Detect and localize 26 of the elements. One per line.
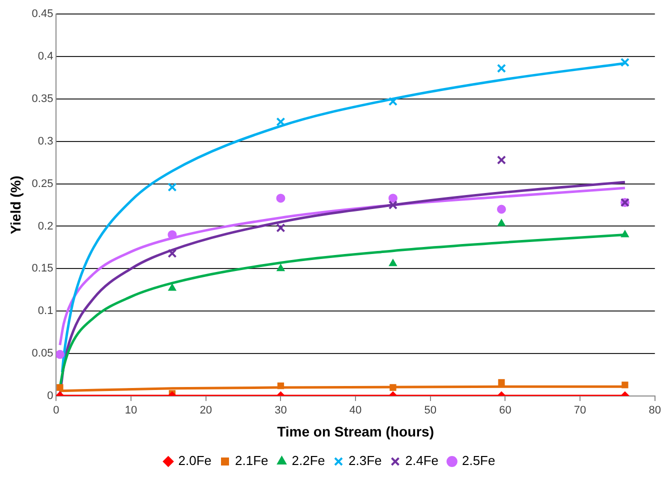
x-tick-label: 30 [274,404,287,417]
legend-label: 2.4Fe [405,453,438,468]
y-axis-title: Yield (%) [7,176,24,234]
x-tick-label: 10 [124,404,138,417]
y-tick-label: 0.45 [32,8,54,20]
y-tick-label: 0.05 [32,348,54,360]
y-tick-label: 0.15 [32,262,54,275]
y-tick-label: 0.25 [32,178,54,190]
legend-label: 2.1Fe [235,453,268,468]
legend-label: 2.0Fe [178,453,212,468]
legend-label: 2.5Fe [462,453,496,468]
y-tick-label: 0.35 [32,92,54,105]
y-tick-label: 0.3 [38,135,54,148]
y-tick-label: 0.4 [38,50,54,62]
legend-label: 2.2Fe [292,453,326,468]
x-tick-label: 40 [349,404,362,417]
x-tick-label: 80 [648,404,662,417]
x-tick-label: 50 [424,404,437,417]
y-tick-label: 0.1 [38,305,54,318]
legend-label: 2.3Fe [348,453,382,468]
x-axis-title: Time on Stream (hours) [277,423,434,440]
y-tick-label: 0 [47,390,54,402]
x-tick-label: 70 [574,404,586,417]
x-tick-label: 60 [499,404,512,417]
y-tick-label: 0.2 [38,220,54,232]
x-tick-label: 20 [200,404,212,417]
